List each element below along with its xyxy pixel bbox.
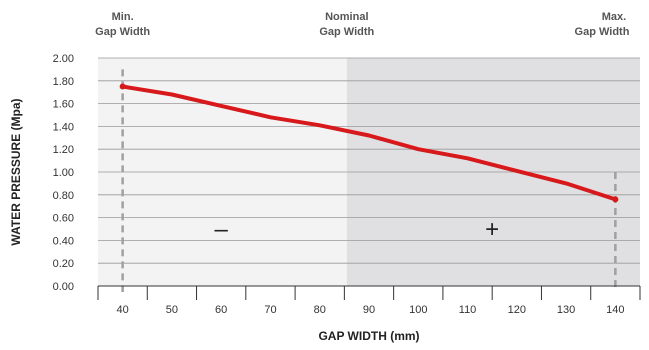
top-label-line2: Gap Width [95,26,150,38]
x-tick-label: 70 [264,304,276,316]
region-signs: – + [215,216,500,243]
x-tick-labels: 40 50 60 70 80 90 100 110 120 130 140 [117,304,625,316]
y-tick-label: 1.20 [53,144,74,156]
x-tick-label: 50 [166,304,178,316]
x-tick-label: 120 [508,304,526,316]
y-tick-label: 1.00 [53,167,74,179]
top-label-line2: Gap Width [319,26,374,38]
top-label-line1: Nominal [325,11,368,23]
axes [97,285,641,300]
y-tick-label: 1.60 [53,99,74,111]
y-tick-label: 0.60 [53,213,74,225]
top-label-line1: Min. [112,11,134,23]
x-axis-label: GAP WIDTH (mm) [318,329,419,343]
y-tick-label: 1.80 [53,76,74,88]
data-point [612,196,619,203]
top-labels: Min. Gap Width Nominal Gap Width Max. Gap Wid… [95,11,630,38]
y-axis-label: WATER PRESSURE (Mpa) [9,98,23,245]
region-sign: – [215,216,229,243]
data-point [119,83,126,90]
y-tick-label: 0.20 [53,258,74,270]
region-sign: + [485,216,499,243]
x-tick-label: 110 [459,304,477,316]
gap-width-markers [121,69,617,292]
top-label-line2: Gap Width [575,26,630,38]
x-tick-label: 80 [314,304,326,316]
x-tick-label: 140 [606,304,624,316]
x-tick-label: 60 [215,304,227,316]
x-tick-label: 90 [363,304,375,316]
x-tick-label: 130 [557,304,575,316]
x-tick-label: 100 [409,304,427,316]
y-tick-label: 1.40 [53,121,74,133]
y-tick-label: 0.00 [53,281,74,293]
y-tick-labels: 0.00 0.20 0.40 0.60 0.80 1.00 1.20 1.40 1.60 1.80… [53,53,74,293]
gridlines [98,57,640,264]
y-tick-label: 2.00 [53,53,74,65]
top-label-line1: Max. [602,11,626,23]
y-tick-label: 0.40 [53,235,74,247]
y-tick-label: 0.80 [53,190,74,202]
x-tick-label: 40 [117,304,129,316]
series-lines [119,83,619,203]
